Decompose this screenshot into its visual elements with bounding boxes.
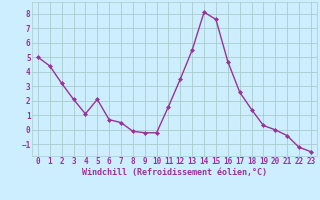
X-axis label: Windchill (Refroidissement éolien,°C): Windchill (Refroidissement éolien,°C) [82, 168, 267, 177]
